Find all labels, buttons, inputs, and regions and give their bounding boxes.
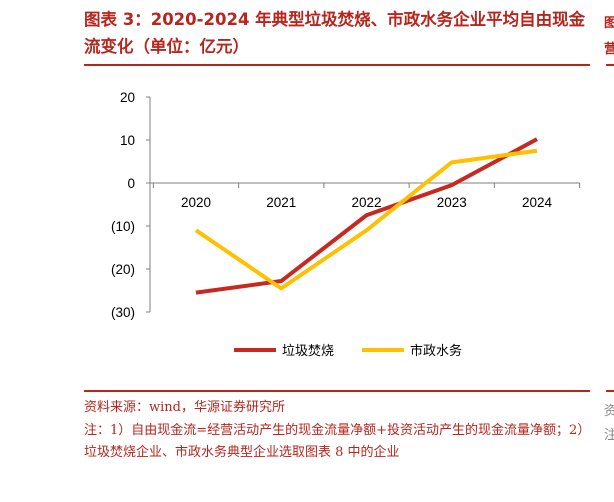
y-tick-label: (20) bbox=[111, 262, 135, 277]
figure-title: 图表 3：2020-2024 年典型垃圾焚烧、市政水务企业平均自由现金流变化（单… bbox=[84, 10, 586, 56]
y-tick-label: (30) bbox=[111, 305, 135, 320]
y-tick-label: 20 bbox=[120, 90, 135, 105]
x-tick-label: 2022 bbox=[351, 195, 381, 210]
adjacent-figure-fragment: 注 bbox=[604, 428, 614, 443]
note-text: 注：1）自由现金流=经营活动产生的现金流量净额+投资活动产生的现金流量净额；2）… bbox=[84, 422, 591, 461]
series-line-1 bbox=[195, 137, 538, 295]
x-axis: 2020 2021 2022 2023 2024 bbox=[150, 182, 581, 210]
source-line: 资料来源：wind，华源证券研究所 bbox=[84, 400, 285, 415]
y-axis: 20 10 0 (10) (20) (30) bbox=[111, 90, 151, 320]
adjacent-figure-fragment: 营 bbox=[604, 42, 614, 57]
adjacent-figure-divider bbox=[606, 64, 614, 66]
y-tick-label: 10 bbox=[120, 133, 135, 148]
adjacent-figure-fragment: 图 bbox=[604, 16, 614, 31]
adjacent-figure-fragment: 资 bbox=[604, 404, 614, 419]
x-tick-label: 2023 bbox=[437, 195, 467, 210]
notes-divider bbox=[84, 390, 590, 392]
x-tick-label: 2021 bbox=[266, 195, 296, 210]
x-tick-label: 2024 bbox=[522, 195, 553, 210]
x-tick-label: 2020 bbox=[181, 195, 211, 210]
title-divider bbox=[84, 64, 590, 66]
y-tick-label: 0 bbox=[127, 176, 135, 191]
series-lines bbox=[194, 137, 538, 295]
series-line-2 bbox=[194, 148, 538, 291]
y-tick-label: (10) bbox=[111, 219, 135, 234]
legend-label: 市政水务 bbox=[410, 343, 462, 359]
line-chart: 20 10 0 (10) (20) (30) 2020 2021 2022 2023 2024 垃… bbox=[111, 90, 581, 359]
adjacent-figure-divider bbox=[606, 390, 614, 392]
figure-notes: 资料来源：wind，华源证券研究所 注：1）自由现金流=经营活动产生的现金流量净… bbox=[84, 397, 594, 465]
legend: 垃圾焚烧 市政水务 bbox=[234, 343, 462, 359]
legend-label: 垃圾焚烧 bbox=[282, 344, 334, 359]
